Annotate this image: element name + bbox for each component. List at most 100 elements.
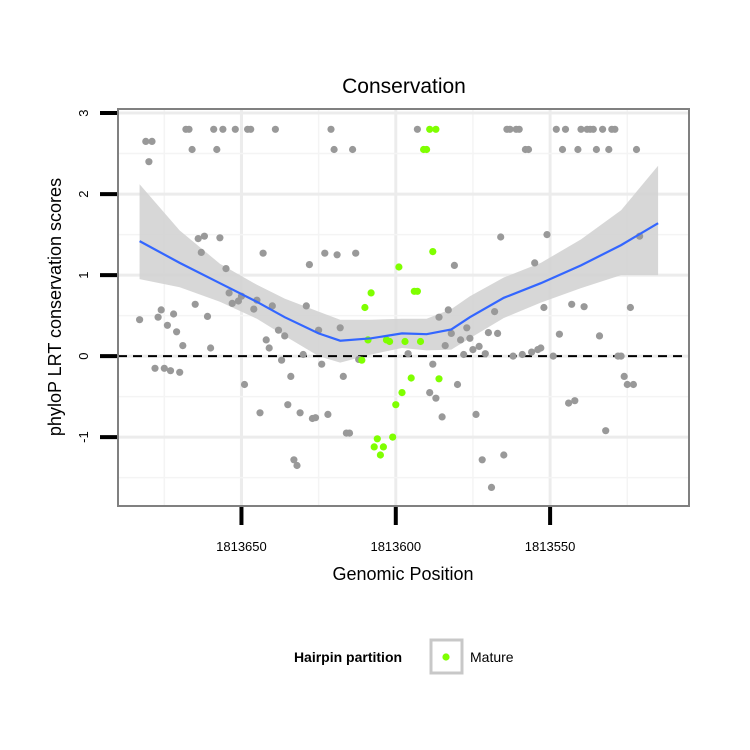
- mature-point: [429, 248, 437, 256]
- data-point: [629, 380, 638, 389]
- mature-point: [407, 374, 415, 382]
- data-point: [447, 329, 455, 337]
- data-point: [515, 125, 523, 133]
- data-point: [605, 145, 613, 154]
- data-point: [259, 249, 267, 257]
- data-point: [274, 326, 283, 334]
- data-point: [438, 413, 446, 421]
- data-point: [228, 299, 236, 307]
- data-point: [472, 410, 480, 418]
- data-point: [145, 158, 153, 166]
- data-point: [552, 125, 560, 133]
- data-point: [568, 300, 576, 308]
- data-point: [611, 125, 619, 133]
- data-point: [632, 145, 641, 154]
- data-point: [558, 145, 567, 154]
- legend-label-mature: Mature: [470, 649, 514, 665]
- data-point: [626, 303, 635, 312]
- data-point: [173, 328, 181, 336]
- data-point: [413, 125, 421, 133]
- data-point: [352, 249, 360, 257]
- mature-point: [413, 287, 421, 295]
- mature-point: [392, 401, 400, 409]
- data-point: [278, 356, 286, 364]
- data-point: [219, 125, 227, 133]
- mature-point: [426, 125, 434, 133]
- data-point: [299, 350, 307, 359]
- y-tick-label: 2: [76, 190, 91, 197]
- data-point: [506, 125, 514, 133]
- data-point: [197, 248, 205, 256]
- data-point: [200, 232, 208, 240]
- data-point: [555, 330, 564, 338]
- data-point: [213, 145, 221, 154]
- data-point: [441, 342, 449, 350]
- data-point: [225, 289, 233, 297]
- data-point: [262, 336, 270, 344]
- data-point: [617, 352, 625, 360]
- data-point: [185, 125, 193, 133]
- data-point: [281, 332, 289, 340]
- legend-mature-swatch: [442, 653, 450, 661]
- data-point: [136, 316, 144, 324]
- data-point: [268, 302, 276, 310]
- data-point: [589, 125, 597, 133]
- data-point: [537, 344, 545, 352]
- chart-title: Conservation: [342, 75, 466, 98]
- mature-point: [367, 289, 375, 297]
- x-axis: 1813650 1813600 1813550: [216, 507, 575, 554]
- data-point: [305, 261, 313, 269]
- data-point: [475, 342, 483, 350]
- data-point: [432, 394, 440, 402]
- data-point: [284, 401, 292, 409]
- data-point: [457, 336, 465, 344]
- data-point: [311, 414, 320, 422]
- mature-point: [398, 389, 406, 397]
- y-tick-label: 3: [76, 109, 91, 116]
- data-point: [491, 308, 499, 316]
- data-point: [287, 372, 295, 380]
- data-point: [623, 380, 631, 389]
- data-point: [540, 303, 548, 312]
- data-point: [151, 364, 159, 372]
- data-point: [333, 251, 341, 259]
- data-point: [231, 125, 239, 133]
- data-point: [191, 300, 199, 308]
- data-point: [179, 342, 187, 350]
- data-point: [345, 429, 354, 437]
- data-point: [466, 334, 474, 342]
- data-point: [157, 306, 165, 314]
- mature-point: [370, 443, 378, 451]
- data-point: [580, 303, 588, 311]
- y-axis-title: phyloP LRT conservation scores: [45, 178, 65, 436]
- data-point: [302, 302, 310, 310]
- confidence-band: [139, 165, 659, 363]
- data-point: [265, 344, 273, 352]
- legend-title: Hairpin partition: [294, 649, 402, 665]
- data-point: [509, 352, 517, 360]
- y-axis: 3 2 1 0 -1: [76, 109, 117, 443]
- data-point: [518, 350, 526, 359]
- data-point: [484, 329, 492, 337]
- data-point: [154, 313, 162, 321]
- grid-lines: [118, 109, 689, 506]
- data-point: [549, 352, 557, 360]
- data-point: [188, 145, 196, 154]
- data-point: [435, 313, 443, 321]
- data-point: [349, 145, 357, 154]
- data-point: [216, 234, 224, 242]
- data-point: [577, 125, 585, 133]
- data-point: [592, 145, 601, 154]
- data-point: [256, 409, 264, 417]
- data-point: [324, 410, 332, 418]
- mature-point: [379, 443, 387, 451]
- data-point: [602, 427, 610, 435]
- data-point: [460, 350, 468, 359]
- data-point: [487, 483, 496, 491]
- data-point: [599, 125, 607, 133]
- mature-point: [432, 125, 440, 133]
- data-point: [163, 321, 171, 329]
- mature-point: [361, 303, 369, 312]
- data-point: [426, 389, 434, 397]
